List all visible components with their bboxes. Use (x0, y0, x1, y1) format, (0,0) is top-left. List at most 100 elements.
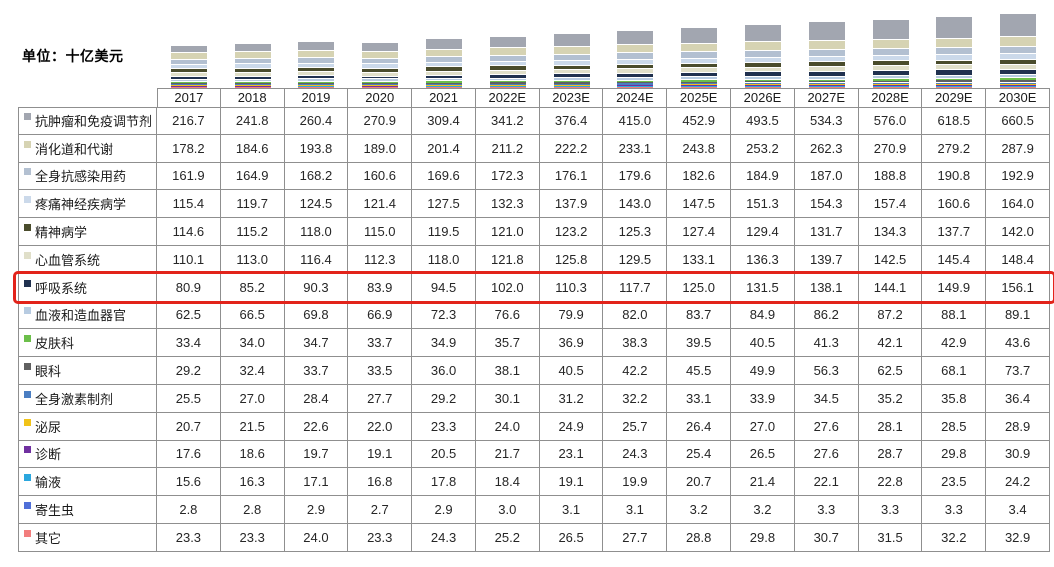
year-header-cell: 2017 (157, 88, 221, 107)
value-cell: 28.4 (285, 384, 349, 412)
category-label: 寄生虫 (35, 503, 75, 519)
value-cell: 660.5 (986, 108, 1050, 134)
bar-segment (808, 56, 845, 63)
bar-segment (681, 83, 718, 85)
value-cell: 115.4 (157, 190, 221, 218)
value-cell: 262.3 (795, 134, 859, 162)
series-color-swatch-icon (24, 390, 31, 398)
stacked-bar (617, 30, 654, 88)
bar-segment (681, 43, 718, 53)
bar-segment (489, 70, 526, 75)
bar-column-2021 (412, 0, 476, 88)
bar-segment (489, 61, 526, 67)
value-cell: 26.4 (667, 412, 732, 440)
value-cell: 27.7 (348, 384, 413, 412)
value-cell: 86.2 (795, 301, 859, 329)
value-cell: 2.9 (285, 496, 349, 523)
value-cell: 121.0 (476, 218, 540, 245)
value-cell: 17.6 (157, 440, 221, 468)
bar-segment (872, 39, 909, 50)
value-cell: 137.7 (922, 218, 987, 245)
bar-segment (936, 78, 973, 81)
bar-segment (362, 52, 399, 59)
bar-segment (426, 82, 463, 84)
value-cell: 156.1 (986, 273, 1050, 301)
bar-segment (426, 67, 463, 72)
value-cell: 134.3 (859, 218, 923, 245)
bar-segment (681, 81, 718, 84)
stacked-bar-chart: 单位：十亿美元 (18, 0, 1050, 88)
bar-segment (170, 65, 207, 70)
bar-segment (298, 85, 335, 86)
category-label-cell: 眼科 (18, 357, 157, 384)
value-cell: 115.0 (348, 218, 413, 245)
bar-segment (234, 85, 271, 86)
value-cell: 260.4 (285, 108, 349, 134)
bar-segment (617, 87, 654, 88)
bar-segment (744, 86, 781, 88)
value-cell: 3.3 (922, 496, 987, 523)
bar-column-2027E (795, 0, 859, 88)
value-cell: 88.1 (922, 301, 987, 329)
value-cell: 27.6 (795, 412, 859, 440)
bar-segment (170, 73, 207, 78)
value-cell: 201.4 (412, 134, 476, 162)
value-cell: 193.8 (285, 134, 349, 162)
table-row: 全身激素制剂 25.5 27.0 28.4 27.7 29.2 30.1 31.2 32.2 33… (18, 384, 1050, 413)
bar-segment (170, 69, 207, 74)
bar-segment (489, 81, 526, 83)
value-cell: 125.8 (540, 245, 604, 273)
bar-segment (744, 72, 781, 77)
bar-segment (681, 77, 718, 81)
value-cell: 33.4 (157, 329, 221, 357)
value-cell: 116.4 (285, 245, 349, 273)
value-cell: 287.9 (986, 134, 1050, 162)
bar-segment (298, 67, 335, 72)
value-cell: 16.3 (221, 468, 285, 496)
bar-segment (681, 52, 718, 59)
stacked-bar (744, 25, 781, 88)
bar-segment (808, 86, 845, 88)
value-cell: 3.1 (603, 496, 668, 523)
bar-segment (744, 25, 781, 43)
stacked-bar (808, 22, 845, 88)
bar-segment (744, 84, 781, 86)
bar-segment (681, 27, 718, 44)
bar-segment (808, 82, 845, 85)
value-cell: 25.7 (603, 412, 668, 440)
value-cell: 23.3 (157, 523, 221, 551)
value-cell: 49.9 (731, 357, 795, 384)
bar-segment (744, 57, 781, 64)
value-cell: 28.5 (922, 412, 987, 440)
bar-segment (553, 78, 590, 81)
series-color-swatch-icon (24, 279, 31, 287)
value-cell: 62.5 (157, 301, 221, 329)
bar-segment (170, 77, 207, 80)
bar-column-2019 (285, 0, 349, 88)
bar-segment (872, 49, 909, 56)
value-cell: 33.7 (348, 329, 413, 357)
value-cell: 22.1 (795, 468, 859, 496)
series-color-swatch-icon (24, 307, 31, 315)
table-row: 眼科 29.2 32.4 33.7 33.5 36.0 38.1 40.5 42.2 45.5 49… (18, 357, 1050, 385)
value-cell: 32.4 (221, 357, 285, 384)
category-label-cell: 血液和造血器官 (18, 301, 157, 329)
stacked-bar (681, 27, 718, 88)
value-cell: 31.2 (540, 384, 604, 412)
bar-segment (362, 76, 399, 80)
value-cell: 32.2 (603, 384, 668, 412)
bar-segment (489, 48, 526, 56)
bar-segment (298, 82, 335, 85)
stacked-bar (426, 39, 463, 88)
bar-segment (553, 60, 590, 66)
bar-segment (298, 86, 335, 88)
bar-segment (617, 53, 654, 60)
bar-segment (808, 41, 845, 51)
value-cell: 376.4 (540, 108, 604, 134)
category-label-cell: 抗肿瘤和免疫调节剂 (18, 108, 157, 134)
value-cell: 19.1 (348, 440, 413, 468)
bar-segment (1000, 84, 1037, 86)
bar-segment (1000, 69, 1037, 76)
bar-segment (298, 85, 335, 87)
bar-segment (744, 79, 781, 82)
